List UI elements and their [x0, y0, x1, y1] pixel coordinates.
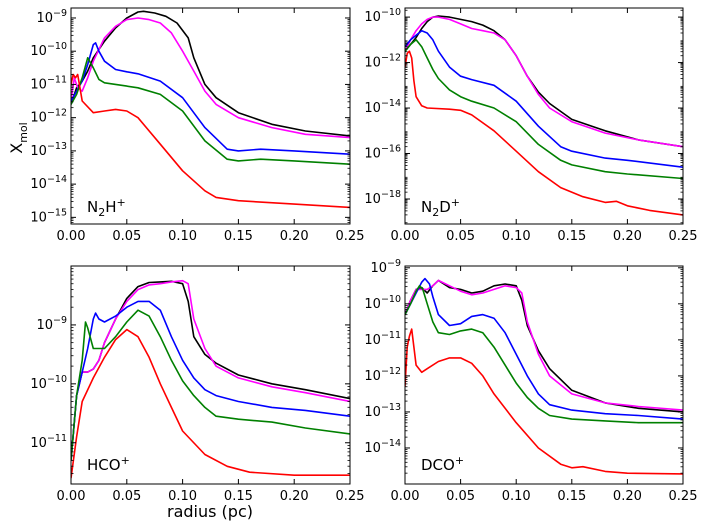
series-line-green — [405, 285, 683, 424]
panel-1: 0.00 0.05 0.10 0.15 0.20 0.25 10−9 10−10 10−11 10… — [30, 7, 365, 244]
series-line-black — [71, 280, 350, 461]
x-tick-label: 0.15 — [224, 229, 253, 244]
series-line-blue — [405, 277, 683, 420]
series-line-black — [405, 279, 683, 413]
x-tick-label: 0.00 — [391, 229, 420, 244]
y-axis-label-main: X — [7, 143, 26, 154]
axes-frame — [404, 7, 684, 225]
x-tick-label: 0.15 — [224, 489, 253, 504]
axes-frame — [404, 265, 684, 485]
x-tick-label: 0.25 — [336, 489, 365, 504]
series-line-magenta — [71, 17, 350, 139]
y-tick-label: 10−16 — [364, 144, 401, 162]
x-tick-label: 0.05 — [112, 229, 141, 244]
series-line-red — [405, 328, 683, 475]
x-tick-label: 0.10 — [502, 489, 531, 504]
x-tick-label: 0.25 — [669, 229, 698, 244]
y-tick-label: 10−12 — [364, 53, 401, 71]
panel-3: 0.00 0.05 0.10 0.15 0.20 0.25 10−9 10−10 10−11 HC… — [30, 265, 365, 504]
series-line-red — [71, 73, 350, 209]
series-line-magenta — [405, 279, 683, 411]
series-line-green — [405, 39, 683, 180]
axes-frame — [70, 7, 351, 225]
x-tick-label: 0.15 — [557, 229, 586, 244]
y-tick-label: 10−9 — [36, 315, 67, 333]
x-tick-label: 0.25 — [336, 229, 365, 244]
species-label: N2D+ — [421, 196, 460, 219]
x-tick-label: 0.20 — [280, 229, 309, 244]
y-tick-label: 10−11 — [30, 74, 67, 92]
y-tick-label: 10−10 — [30, 41, 67, 59]
axes-frame — [70, 265, 351, 485]
y-tick-label: 10−10 — [364, 294, 401, 312]
y-tick-label: 10−18 — [364, 189, 401, 207]
x-tick-label: 0.05 — [446, 229, 475, 244]
x-tick-label: 0.20 — [613, 229, 642, 244]
y-tick-label: 10−12 — [30, 108, 67, 126]
x-tick-label: 0.25 — [669, 489, 698, 504]
species-label: HCO+ — [87, 454, 130, 474]
y-tick-label: 10−14 — [30, 174, 67, 192]
series-line-black — [71, 10, 350, 137]
y-axis-label-sub: mol — [17, 122, 30, 143]
x-tick-label: 0.05 — [446, 489, 475, 504]
y-tick-label: 10−13 — [30, 141, 67, 159]
x-tick-label: 0.10 — [168, 229, 197, 244]
y-tick-label: 10−14 — [364, 98, 401, 116]
y-tick-label: 10−12 — [364, 366, 401, 384]
series-line-red — [405, 50, 683, 216]
y-axis-label: Xmol — [7, 122, 30, 153]
x-tick-label: 0.00 — [391, 489, 420, 504]
panel-2: 0.00 0.05 0.10 0.15 0.20 0.25 10−10 10−12 10−14 1… — [364, 7, 697, 244]
series-line-magenta — [405, 16, 683, 148]
series-line-red — [71, 328, 350, 479]
species-label: N2H+ — [87, 196, 126, 219]
series-line-black — [405, 15, 683, 148]
x-tick-label: 0.20 — [613, 489, 642, 504]
series-line-blue — [71, 300, 350, 461]
x-tick-label: 0.20 — [280, 489, 309, 504]
series-line-magenta — [71, 279, 350, 461]
series-line-blue — [405, 29, 683, 168]
y-tick-label: 10−14 — [364, 438, 401, 456]
series-line-green — [71, 309, 350, 461]
y-tick-label: 10−9 — [370, 258, 401, 276]
x-tick-label: 0.10 — [168, 489, 197, 504]
y-tick-label: 10−10 — [364, 7, 401, 25]
x-tick-label: 0.05 — [112, 489, 141, 504]
x-tick-label: 0.15 — [557, 489, 586, 504]
x-tick-label: 0.00 — [57, 229, 86, 244]
species-label: DCO+ — [421, 454, 464, 474]
series-line-blue — [71, 42, 350, 155]
y-tick-label: 10−11 — [30, 433, 67, 451]
x-axis-label: radius (pc) — [167, 502, 253, 521]
y-tick-label: 10−15 — [30, 207, 67, 225]
y-tick-label: 10−9 — [36, 8, 67, 26]
series-line-green — [71, 57, 350, 165]
y-tick-label: 10−13 — [364, 402, 401, 420]
panel-4: 0.00 0.05 0.10 0.15 0.20 0.25 10−9 10−10 10−11 10… — [364, 258, 697, 504]
y-tick-label: 10−10 — [30, 374, 67, 392]
x-tick-label: 0.00 — [57, 489, 86, 504]
y-tick-label: 10−11 — [364, 330, 401, 348]
x-tick-label: 0.10 — [502, 229, 531, 244]
